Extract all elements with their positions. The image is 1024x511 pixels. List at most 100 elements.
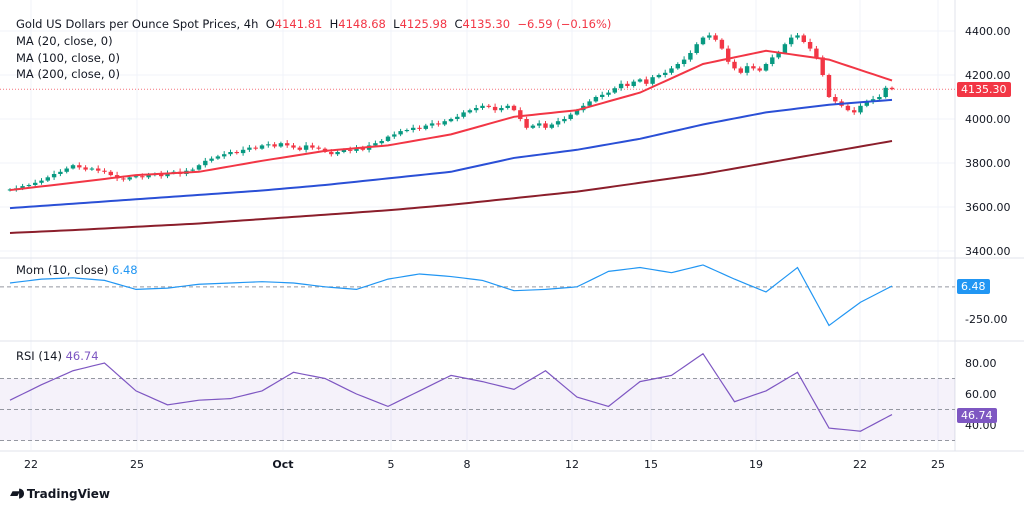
candle-body bbox=[744, 66, 750, 73]
open-value: 4141.81 bbox=[274, 17, 323, 31]
candle-body bbox=[618, 83, 624, 89]
candle-body bbox=[64, 168, 69, 172]
candle-body bbox=[789, 37, 794, 45]
candle-body bbox=[877, 97, 882, 100]
candle-body bbox=[776, 53, 781, 58]
candle-body bbox=[411, 127, 416, 130]
candle-body bbox=[574, 110, 580, 115]
high-value: 4148.68 bbox=[338, 17, 386, 31]
price-axis-label: 4400.00 bbox=[965, 25, 1011, 38]
candle-body bbox=[858, 105, 863, 113]
branding-text: TradingView bbox=[26, 486, 110, 501]
x-tick: Oct bbox=[272, 458, 294, 471]
candle-body bbox=[89, 168, 95, 170]
candle-body bbox=[398, 131, 403, 135]
candle-body bbox=[467, 110, 473, 113]
mom-axis-label: -250.00 bbox=[965, 313, 1007, 326]
candle-body bbox=[133, 176, 139, 178]
candle-body bbox=[751, 66, 756, 69]
candle-body bbox=[77, 165, 82, 168]
candle-body bbox=[845, 105, 851, 111]
candle-body bbox=[555, 121, 561, 125]
candle-body bbox=[165, 172, 170, 177]
candle-body bbox=[209, 158, 214, 161]
last-price-tag: 4135.30 bbox=[957, 82, 1011, 97]
ma100-legend[interactable]: MA (100, close, 0) bbox=[16, 51, 120, 65]
ma200-legend[interactable]: MA (200, close, 0) bbox=[16, 67, 120, 81]
candle-body bbox=[480, 105, 485, 108]
candle-body bbox=[310, 145, 315, 148]
candle-body bbox=[259, 145, 265, 149]
tradingview-logo-icon: ▰◗ bbox=[10, 486, 25, 501]
candle-body bbox=[795, 35, 800, 38]
ma200-line bbox=[9, 140, 893, 234]
low-label: L bbox=[393, 17, 400, 31]
candle-body bbox=[329, 152, 334, 155]
candle-body bbox=[121, 178, 126, 180]
candle-body bbox=[511, 105, 517, 111]
ma20-line bbox=[9, 49, 893, 192]
x-tick: 19 bbox=[749, 458, 763, 471]
candle-body bbox=[719, 39, 725, 49]
ma20-legend[interactable]: MA (20, close, 0) bbox=[16, 34, 113, 48]
x-tick: 5 bbox=[387, 458, 395, 471]
candle-body bbox=[694, 44, 699, 53]
candle-body bbox=[782, 44, 788, 53]
candle-body bbox=[864, 101, 869, 106]
candle-body bbox=[297, 147, 302, 150]
candle-body bbox=[562, 119, 567, 122]
candle-body bbox=[266, 144, 271, 146]
candle-body bbox=[247, 147, 252, 150]
candle-body bbox=[606, 92, 611, 95]
candle-body bbox=[423, 125, 428, 129]
candle-body bbox=[870, 99, 876, 102]
candle-body bbox=[726, 48, 731, 62]
x-tick: 12 bbox=[565, 458, 579, 471]
candle-body bbox=[285, 143, 290, 146]
mom-legend[interactable]: Mom (10, close) 6.48 bbox=[16, 263, 138, 277]
tradingview-logo[interactable]: ▰◗ TradingView bbox=[10, 486, 110, 501]
candle-body bbox=[625, 83, 630, 86]
candle-body bbox=[58, 171, 63, 174]
candle-body bbox=[814, 48, 819, 58]
candle-body bbox=[33, 182, 38, 185]
ma100-line bbox=[9, 98, 893, 210]
candle-body bbox=[253, 147, 258, 149]
candle-body bbox=[335, 152, 340, 155]
candle-body bbox=[826, 75, 832, 97]
rsi-value-tag: 46.74 bbox=[957, 408, 997, 423]
candle-body bbox=[568, 114, 573, 119]
candle-body bbox=[341, 149, 347, 152]
candle-body bbox=[537, 123, 542, 126]
candle-body bbox=[757, 68, 762, 71]
high-label: H bbox=[329, 17, 339, 31]
candle-body bbox=[316, 147, 321, 149]
symbol-title: Gold US Dollars per Ounce Spot Prices, 4… bbox=[16, 17, 259, 31]
candle-body bbox=[663, 72, 668, 75]
rsi-label: RSI (14) bbox=[16, 349, 62, 363]
price-axis-label: 3800.00 bbox=[965, 157, 1011, 170]
candle-body bbox=[215, 156, 221, 159]
price-axis-label: 4200.00 bbox=[965, 69, 1011, 82]
candle-body bbox=[833, 97, 838, 102]
candle-body bbox=[587, 101, 592, 106]
candle-body bbox=[303, 145, 309, 150]
candle-body bbox=[492, 106, 498, 111]
candle-body bbox=[543, 123, 548, 128]
candle-body bbox=[291, 145, 296, 148]
candle-body bbox=[688, 53, 693, 60]
candle-body bbox=[234, 152, 239, 154]
price-axis-label: 3400.00 bbox=[965, 245, 1011, 258]
candle-body bbox=[354, 147, 359, 151]
candle-body bbox=[429, 123, 435, 126]
open-label: O bbox=[265, 17, 275, 31]
candle-body bbox=[203, 160, 208, 166]
candle-body bbox=[190, 169, 195, 171]
x-tick: 22 bbox=[853, 458, 867, 471]
rsi-axis-label: 60.00 bbox=[965, 388, 997, 401]
candle-body bbox=[486, 105, 491, 107]
candle-body bbox=[455, 116, 460, 119]
candle-body bbox=[146, 175, 151, 178]
rsi-legend[interactable]: RSI (14) 46.74 bbox=[16, 349, 99, 363]
